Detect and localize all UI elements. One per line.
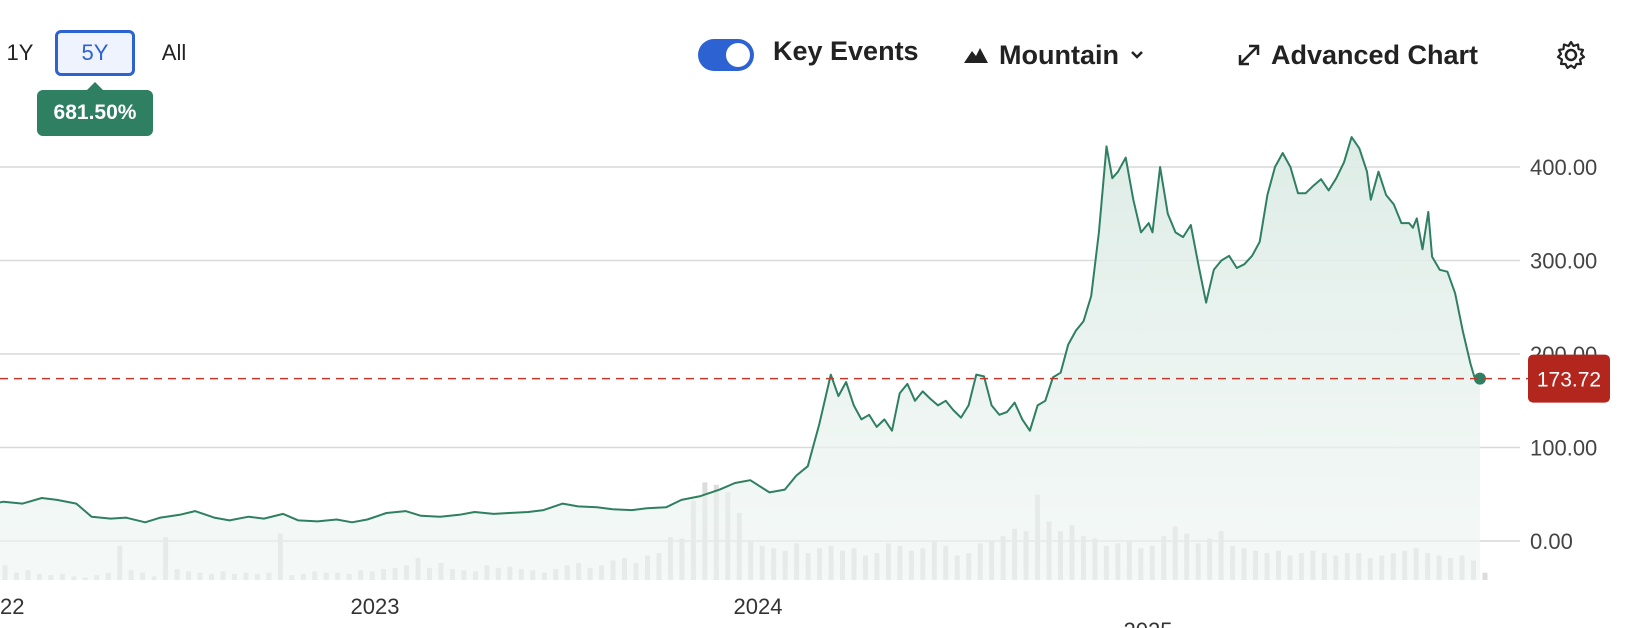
y-tick-label: 400.00 (1530, 155, 1597, 180)
y-tick-label: 0.00 (1530, 529, 1573, 554)
mountain-icon (964, 48, 988, 63)
price-area (0, 136, 1486, 580)
x-tick-label: 2023 (351, 594, 400, 619)
last-price-badge-text: 173.72 (1537, 369, 1601, 392)
gear-icon[interactable] (1556, 40, 1586, 70)
advanced-chart-label: Advanced Chart (1271, 39, 1479, 70)
volume-bar (1482, 572, 1488, 580)
range-all-button[interactable]: All (161, 40, 187, 65)
key-events-label[interactable]: Key Events (773, 36, 919, 66)
range-1y-button[interactable]: 1Y (6, 40, 34, 65)
advanced-chart-button[interactable]: Advanced Chart (1237, 32, 1478, 78)
x-tick-label: 22 (0, 594, 24, 619)
price-area-fill (0, 137, 1480, 580)
x-tick-label: 2024 (734, 594, 783, 619)
chart-type-label: Mountain (999, 39, 1119, 70)
expand-arrows-icon (1238, 44, 1260, 66)
last-price-badge-bg (1528, 354, 1610, 403)
y-tick-label: 300.00 (1530, 249, 1597, 274)
toggle-knob (726, 43, 750, 67)
chart-type-dropdown[interactable]: Mountain (963, 32, 1145, 78)
change-percent-badge: 681.50% (37, 82, 153, 136)
key-events-toggle[interactable] (698, 39, 754, 71)
last-price-dot (1473, 372, 1486, 385)
y-tick-label: 100.00 (1530, 436, 1597, 461)
price-line (0, 136, 1481, 524)
chevron-down-icon (1131, 51, 1143, 59)
range-5y-button[interactable]: 5Y (55, 30, 135, 76)
last-price-badge: 173.72 (1528, 354, 1610, 403)
chart-toolbar: 1Y 5Y All 681.50% Key Events Mountain Ad… (0, 0, 1642, 136)
x-axis-ticks: 22 2023 2024 2025 (0, 594, 1172, 628)
x-tick-label: 2025 (1124, 618, 1173, 628)
